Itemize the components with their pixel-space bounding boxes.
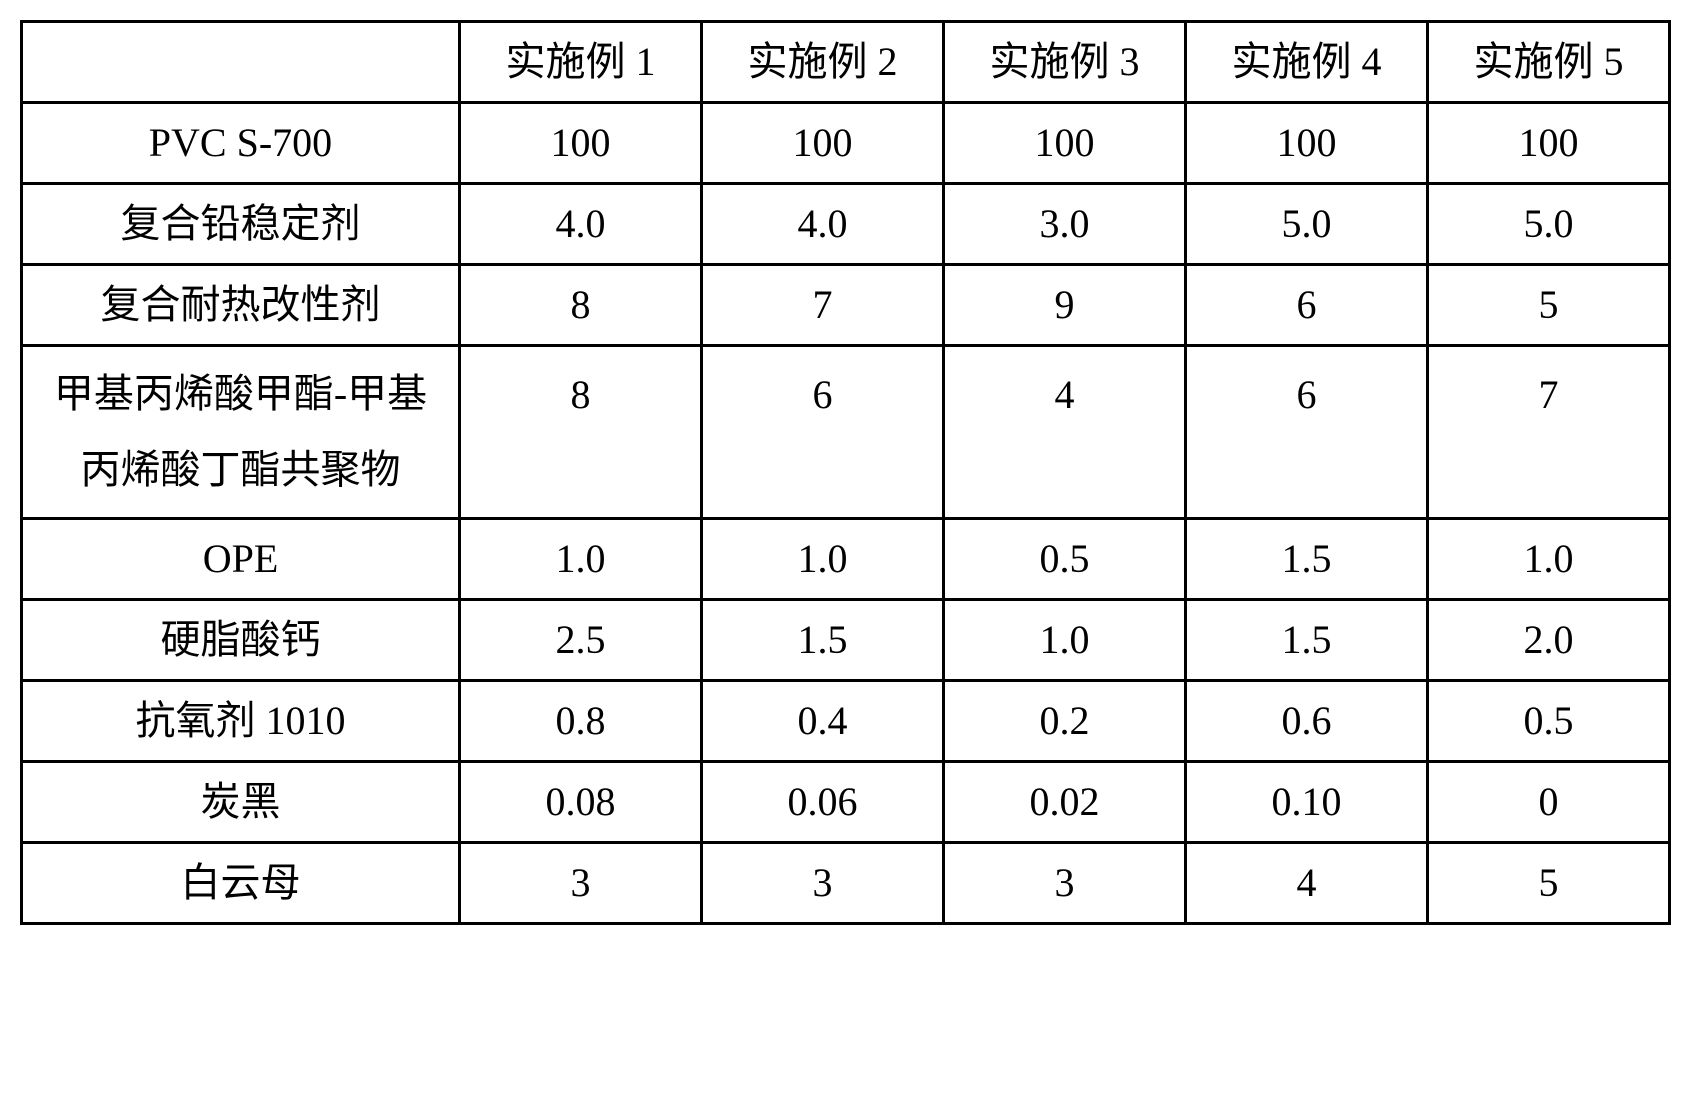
cell: 5 [1428,265,1670,346]
cell: 0.02 [944,762,1186,843]
table-row: 复合耐热改性剂87965 [22,265,1670,346]
row-label: 复合铅稳定剂 [22,184,460,265]
row-label: 硬脂酸钙 [22,600,460,681]
cell: 2.5 [460,600,702,681]
cell: 8 [460,265,702,346]
cell: 100 [1428,103,1670,184]
table-row: 炭黑0.080.060.020.100 [22,762,1670,843]
cell: 0.5 [944,519,1186,600]
cell: 4.0 [460,184,702,265]
cell: 4.0 [702,184,944,265]
column-header: 实施例 4 [1186,22,1428,103]
cell: 3 [702,843,944,924]
column-header: 实施例 3 [944,22,1186,103]
cell: 0.5 [1428,681,1670,762]
cell: 5 [1428,843,1670,924]
cell: 0.06 [702,762,944,843]
table-row: OPE1.01.00.51.51.0 [22,519,1670,600]
cell: 1.5 [702,600,944,681]
cell: 1.5 [1186,600,1428,681]
cell: 0.08 [460,762,702,843]
cell: 1.0 [702,519,944,600]
cell: 0.10 [1186,762,1428,843]
cell: 6 [1186,265,1428,346]
cell: 5.0 [1428,184,1670,265]
cell: 1.0 [460,519,702,600]
cell: 9 [944,265,1186,346]
table-header-row: 实施例 1实施例 2实施例 3实施例 4实施例 5 [22,22,1670,103]
cell: 4 [1186,843,1428,924]
column-header: 实施例 2 [702,22,944,103]
row-label: 抗氧剂 1010 [22,681,460,762]
table-row: 甲基丙烯酸甲酯-甲基丙烯酸丁酯共聚物86467 [22,346,1670,519]
header-blank [22,22,460,103]
cell: 8 [460,346,702,519]
row-label: OPE [22,519,460,600]
table-body: 实施例 1实施例 2实施例 3实施例 4实施例 5PVC S-700100100… [22,22,1670,924]
row-label: 甲基丙烯酸甲酯-甲基丙烯酸丁酯共聚物 [22,346,460,519]
cell: 1.5 [1186,519,1428,600]
table-row: PVC S-700100100100100100 [22,103,1670,184]
cell: 100 [460,103,702,184]
cell: 7 [702,265,944,346]
table-row: 复合铅稳定剂4.04.03.05.05.0 [22,184,1670,265]
cell: 6 [702,346,944,519]
cell: 4 [944,346,1186,519]
table-row: 硬脂酸钙2.51.51.01.52.0 [22,600,1670,681]
column-header: 实施例 1 [460,22,702,103]
cell: 0.8 [460,681,702,762]
data-table: 实施例 1实施例 2实施例 3实施例 4实施例 5PVC S-700100100… [20,20,1671,925]
row-label: 炭黑 [22,762,460,843]
cell: 0 [1428,762,1670,843]
table-row: 白云母33345 [22,843,1670,924]
cell: 2.0 [1428,600,1670,681]
cell: 0.4 [702,681,944,762]
table-row: 抗氧剂 10100.80.40.20.60.5 [22,681,1670,762]
cell: 100 [702,103,944,184]
cell: 3.0 [944,184,1186,265]
cell: 1.0 [1428,519,1670,600]
cell: 6 [1186,346,1428,519]
column-header: 实施例 5 [1428,22,1670,103]
row-label: PVC S-700 [22,103,460,184]
row-label: 白云母 [22,843,460,924]
row-label: 复合耐热改性剂 [22,265,460,346]
cell: 100 [1186,103,1428,184]
cell: 0.2 [944,681,1186,762]
cell: 5.0 [1186,184,1428,265]
cell: 3 [460,843,702,924]
cell: 100 [944,103,1186,184]
cell: 1.0 [944,600,1186,681]
cell: 7 [1428,346,1670,519]
cell: 3 [944,843,1186,924]
cell: 0.6 [1186,681,1428,762]
